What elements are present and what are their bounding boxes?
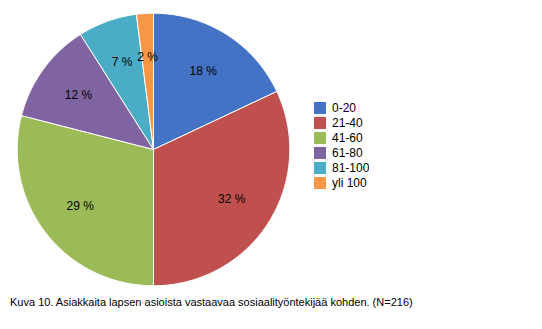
html-text:yli 100: yli 100 bbox=[332, 176, 367, 190]
svg-text:32 %: 32 % bbox=[218, 192, 246, 206]
html-text:0-20: 0-20 bbox=[332, 101, 356, 115]
svg-text:7 %: 7 % bbox=[112, 55, 133, 69]
html-text:Kuva 10. Asiakkaita lapsen asi: Kuva 10. Asiakkaita lapsen asioista vast… bbox=[10, 296, 413, 308]
svg-text:29 %: 29 % bbox=[67, 199, 95, 213]
html-text:21-40: 21-40 bbox=[332, 116, 363, 130]
html-text:41-60: 41-60 bbox=[332, 131, 363, 145]
svg-text:12 %: 12 % bbox=[65, 88, 93, 102]
html-text:81-100: 81-100 bbox=[332, 161, 370, 175]
svg-text:2 %: 2 % bbox=[137, 50, 158, 64]
svg-text:18 %: 18 % bbox=[189, 64, 217, 78]
html-text:61-80: 61-80 bbox=[332, 146, 363, 160]
